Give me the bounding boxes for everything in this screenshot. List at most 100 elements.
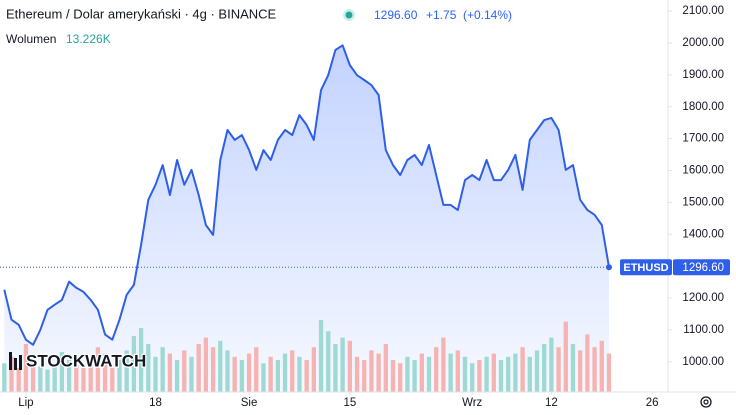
volume-bar — [491, 353, 496, 392]
y-tick-label: 1000.00 — [682, 356, 724, 368]
header-change: +1.75 — [426, 8, 457, 22]
volume-bar — [311, 347, 317, 392]
volume-bar — [246, 353, 252, 392]
last-point — [605, 264, 612, 271]
volume-bar — [110, 366, 115, 392]
volume-bar — [542, 344, 547, 392]
price-tag-value: 1296.60 — [682, 262, 724, 274]
volume-bar — [225, 350, 230, 392]
volume-bar — [585, 334, 590, 392]
volume-bar — [376, 353, 381, 392]
volume-bar — [282, 353, 288, 392]
volume-bar — [405, 356, 410, 392]
volume-bar — [290, 350, 295, 392]
price-tag-bg — [673, 259, 730, 276]
settings-gear-hub[interactable] — [703, 399, 709, 405]
y-tick-label: 1400.00 — [682, 228, 724, 240]
watermark-icon — [14, 358, 17, 370]
volume-bar — [196, 344, 201, 392]
volume-bar — [239, 360, 245, 392]
plot-area — [0, 44, 612, 393]
x-tick-label: 26 — [646, 397, 659, 409]
price-area — [4, 45, 610, 393]
volume-label: Wolumen — [6, 32, 56, 46]
volume-bar — [95, 347, 101, 392]
volume-bar — [434, 347, 439, 392]
volume-value: 13.226K — [66, 32, 111, 46]
x-tick-label: 18 — [149, 397, 162, 409]
watermark: STOCKWATCH — [9, 350, 148, 372]
volume-bar — [81, 368, 86, 392]
settings-icon[interactable] — [700, 396, 712, 408]
volume-bar — [412, 360, 417, 392]
volume-bar — [138, 328, 144, 392]
volume-bar — [167, 353, 173, 392]
volume-bar — [333, 344, 338, 392]
volume-bar — [498, 360, 504, 392]
volume-bar — [189, 356, 194, 392]
volume-bar — [174, 360, 180, 392]
volume-bar — [484, 356, 489, 392]
volume-bar — [398, 363, 403, 392]
volume-bar — [556, 347, 561, 392]
x-tick-label: Sie — [241, 397, 258, 409]
volume-bar — [563, 321, 568, 392]
volume-bar — [59, 352, 65, 392]
y-tick-label: 1800.00 — [682, 101, 724, 113]
x-tick-label: 15 — [343, 397, 356, 409]
volume-bar — [88, 361, 93, 392]
volume-bar — [606, 353, 612, 392]
volume-bar — [203, 337, 209, 392]
volume-bar — [153, 356, 158, 392]
volume-bar — [470, 363, 475, 392]
volume-bar — [448, 353, 453, 392]
volume-bar — [383, 344, 388, 392]
volume-bar — [275, 360, 281, 392]
watermark-text: STOCKWATCH — [26, 351, 146, 370]
header-change-pct: (+0.14%) — [463, 8, 512, 22]
watermark-icon — [9, 352, 12, 370]
volume-bar — [16, 368, 21, 392]
volume-bar — [23, 344, 29, 392]
x-tick-label: Wrz — [462, 397, 482, 409]
volume-bar — [347, 340, 352, 392]
volume-bar — [534, 350, 540, 392]
y-tick-label: 1100.00 — [683, 324, 724, 336]
volume-bar — [45, 369, 50, 392]
y-tick-label: 2000.00 — [682, 37, 724, 49]
volume-bar — [592, 347, 597, 392]
volume-bar — [2, 363, 7, 392]
volume-bar — [326, 331, 331, 392]
volume-bar — [218, 340, 223, 392]
price-tag-name: ETHUSD — [623, 262, 668, 274]
x-tick-label: 12 — [545, 397, 558, 409]
header-price: 1296.60 — [374, 8, 418, 22]
volume-bar — [232, 356, 237, 392]
volume-bar — [455, 350, 460, 392]
volume-bar — [131, 336, 137, 392]
volume-bar — [340, 337, 345, 392]
settings-gear[interactable] — [700, 396, 712, 408]
volume-bar — [52, 363, 57, 392]
volume-bar — [599, 340, 604, 392]
volume-bar — [390, 360, 396, 392]
y-tick-label: 1700.00 — [682, 133, 724, 145]
y-tick-label: 1900.00 — [682, 69, 724, 81]
volume-bar — [74, 364, 79, 392]
volume-bar — [318, 320, 324, 392]
y-tick-label: 2100.00 — [682, 5, 724, 17]
volume-bar — [513, 353, 518, 392]
watermark-icon — [19, 355, 22, 370]
volume-bar — [419, 353, 424, 392]
price-tag-name-bg — [620, 259, 672, 276]
volume-bar — [268, 356, 273, 392]
volume-bar — [182, 350, 187, 392]
volume-bar — [354, 356, 360, 392]
volume-bar — [462, 356, 468, 392]
volume-bar — [527, 356, 532, 392]
price-line — [3, 44, 610, 346]
volume-bar — [210, 347, 216, 392]
volume-bar — [254, 347, 259, 392]
volume-bar — [124, 350, 129, 392]
